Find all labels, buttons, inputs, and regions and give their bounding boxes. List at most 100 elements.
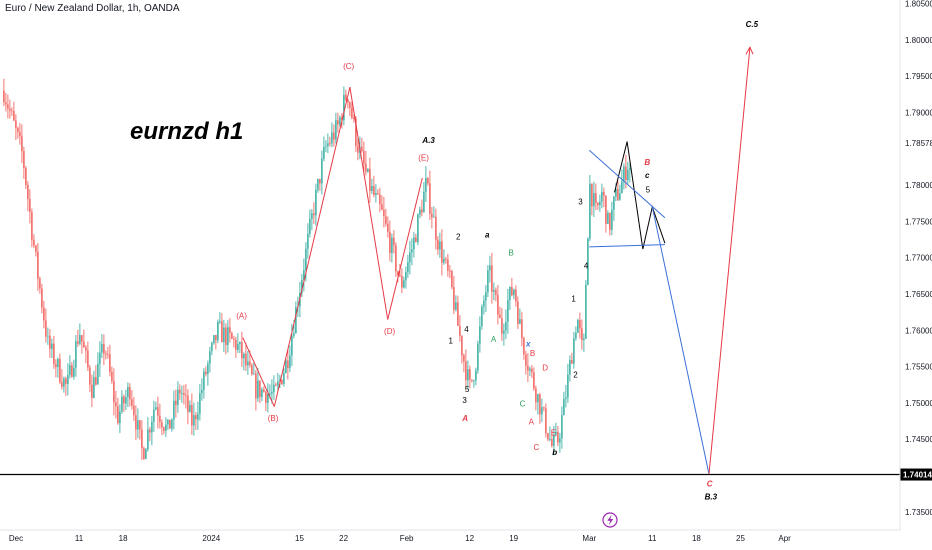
candle-body [89, 367, 91, 385]
y-tick-label: 1.76000 [905, 326, 932, 335]
wave-label: B.3 [705, 493, 718, 502]
candle-body [377, 193, 379, 195]
candle-body [205, 371, 207, 375]
candle-body [15, 120, 17, 128]
wave-line-8 [708, 47, 751, 475]
candle-body [411, 249, 413, 253]
candle-body [501, 318, 503, 334]
candle-body [387, 223, 389, 232]
candle-body [621, 181, 623, 194]
wave-label: A.3 [421, 136, 435, 145]
candle-body [221, 321, 223, 343]
candle-body [175, 400, 177, 406]
candle-body [379, 194, 381, 205]
candle-body [447, 259, 449, 271]
candle-body [339, 117, 341, 125]
candle-body [351, 107, 353, 119]
candle-body [383, 209, 385, 217]
candle-body [7, 104, 9, 109]
candle-body [399, 274, 401, 277]
candle-body [145, 449, 147, 459]
candle-body [457, 302, 459, 326]
candle-body [115, 402, 117, 407]
arrow-head [745, 46, 754, 55]
candle-body [283, 372, 285, 385]
wave-label: 3 [578, 198, 583, 207]
wave-label: 4 [464, 325, 469, 334]
candle-body [51, 343, 53, 349]
candle-body [285, 360, 287, 373]
candle-body [331, 132, 333, 144]
candle-body [453, 287, 455, 310]
candle-body [65, 378, 67, 384]
candle-body [259, 380, 261, 397]
wave-label: 1 [448, 336, 453, 345]
candle-body [495, 289, 497, 295]
candle-body [303, 270, 305, 281]
y-tick-label: 1.76500 [905, 290, 932, 299]
candle-body [465, 361, 467, 381]
candle-body [603, 191, 605, 196]
candle-body [425, 178, 427, 192]
candle-body [177, 389, 179, 406]
candle-body [35, 245, 37, 252]
candle-body [367, 168, 369, 172]
candle-body [147, 429, 149, 450]
candle-body [385, 216, 387, 224]
candle-body [489, 265, 491, 271]
candle-body [415, 237, 417, 243]
candle-body [497, 294, 499, 315]
candle-body [369, 168, 371, 191]
candle-body [395, 245, 397, 272]
candle-body [613, 196, 615, 210]
candle-body [123, 396, 125, 404]
x-tick-label: 18 [692, 534, 701, 543]
candle-body [85, 347, 87, 351]
bolt-icon[interactable] [602, 512, 618, 528]
candle-body [269, 393, 271, 395]
candle-body [473, 380, 475, 382]
wave-label: 1 [571, 294, 576, 303]
candle-body [185, 394, 187, 396]
candle-body [429, 183, 431, 214]
candle-body [493, 289, 495, 292]
candle-body [191, 405, 193, 426]
candle-body [439, 241, 441, 250]
candle-body [207, 363, 209, 375]
candle-body [193, 415, 195, 426]
candle-body [421, 209, 423, 213]
candle-body [329, 143, 331, 145]
candle-body [531, 368, 533, 373]
candle-body [63, 378, 65, 387]
x-tick-label: Apr [778, 534, 791, 543]
candle-body [433, 216, 435, 218]
candle-body [349, 102, 351, 108]
candle-body [143, 448, 145, 459]
candle-body [541, 407, 543, 415]
candle-body [113, 381, 115, 403]
candle-body [577, 319, 579, 333]
candle-body [253, 373, 255, 375]
candle-body [135, 415, 137, 430]
candle-body [605, 195, 607, 224]
candle-body [523, 338, 525, 355]
candle-body [247, 361, 249, 366]
candle-body [159, 415, 161, 423]
candle-body [141, 429, 143, 449]
wave-label: C [707, 479, 713, 488]
candle-body [155, 407, 157, 410]
wave-line-0 [242, 337, 275, 407]
candle-body [507, 300, 509, 322]
wave-label: A [529, 418, 535, 427]
candle-body [545, 408, 547, 434]
candle-body [553, 434, 555, 446]
candle-body [345, 94, 347, 100]
candle-body [277, 381, 279, 386]
candle-body [3, 90, 5, 103]
wave-label: 5 [646, 185, 651, 194]
candle-body [25, 167, 27, 186]
candle-body [305, 248, 307, 271]
wave-label: x [525, 339, 531, 348]
candle-body [201, 389, 203, 394]
